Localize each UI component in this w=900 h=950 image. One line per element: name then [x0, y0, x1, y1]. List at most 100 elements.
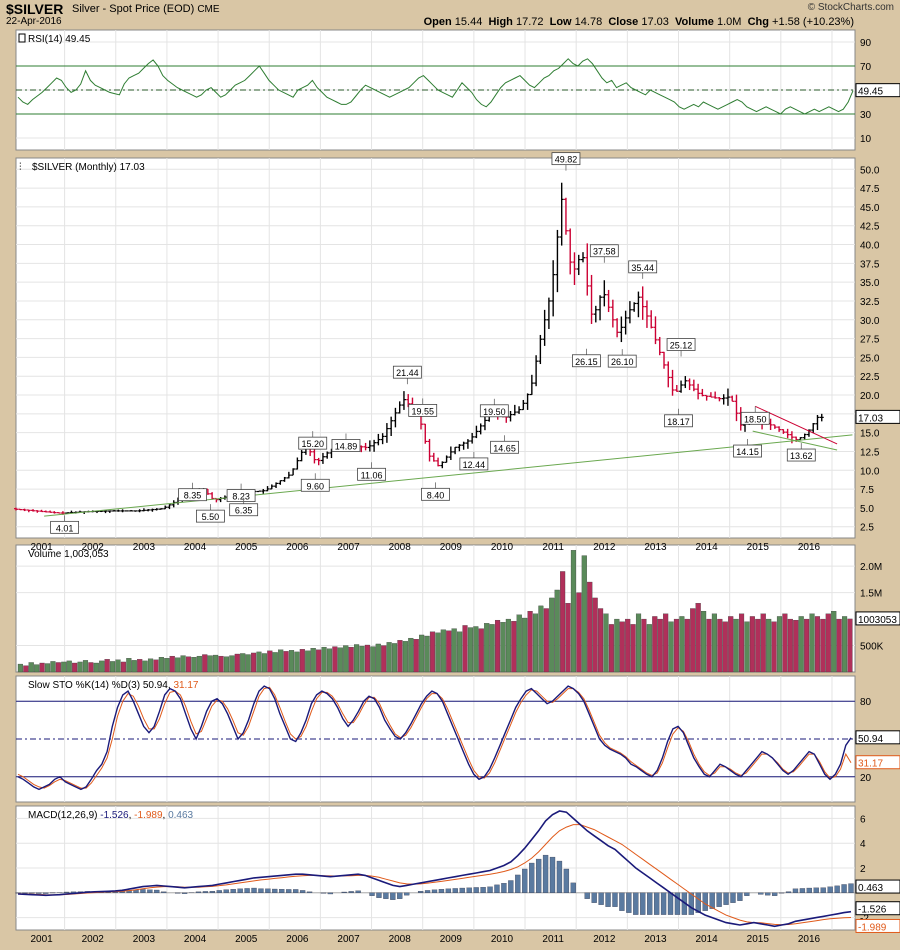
open-label: Open: [423, 16, 452, 28]
volume-bar: [511, 621, 517, 673]
macd-hist-bar: [598, 892, 604, 905]
volume-bar: [131, 660, 137, 673]
price-x-tick: 2012: [593, 542, 616, 553]
macd-line: [17, 810, 852, 928]
volume-bar: [749, 616, 755, 673]
rsi-line: [17, 58, 854, 115]
sto-k-value: 50.94: [143, 680, 168, 691]
price-y-tick: 32.5: [860, 297, 880, 308]
price-y-tick: 12.5: [860, 447, 880, 458]
annotation-box: [786, 448, 816, 462]
annotation-label: 9.60: [307, 481, 325, 491]
volume-bar: [771, 621, 777, 673]
price-y-tick: 10.0: [860, 466, 880, 477]
annotation-label: 49.82: [555, 155, 578, 165]
annotation-box: [666, 338, 696, 351]
volume-bar: [608, 624, 614, 673]
macd-x-tick: 2008: [389, 934, 412, 945]
volume-bar: [397, 640, 403, 673]
annotation-box: [298, 436, 328, 450]
volume-bar: [120, 661, 126, 673]
volume-bar: [332, 646, 338, 673]
macd-hist-bar: [473, 887, 479, 893]
macd-hist-bar: [771, 892, 778, 896]
macd-hist-bar: [445, 888, 452, 893]
annotation-label: 26.15: [575, 357, 598, 367]
volume-bar: [88, 662, 94, 673]
annotation-label: 15.20: [301, 439, 324, 449]
volume-bar: [267, 650, 273, 673]
macd-hist-bar: [605, 892, 611, 907]
macd-hist-bar: [223, 889, 229, 893]
volume-bar: [386, 642, 392, 673]
macd-x-tick: 2012: [593, 934, 616, 945]
volume-bar: [494, 619, 501, 673]
macd-hist-bar: [820, 887, 826, 893]
annotation-label: 11.06: [361, 470, 383, 480]
macd-title-text: MACD(12,26,9): [28, 810, 97, 821]
volume-bar: [798, 616, 804, 673]
annotation-box: [392, 365, 422, 379]
annotation-box: [178, 488, 207, 502]
macd-hist-bar: [584, 892, 590, 899]
macd-hist-bar: [286, 889, 292, 893]
volume-bar: [646, 624, 652, 673]
volume-bar: [641, 618, 647, 673]
macd-hist-bar: [306, 891, 313, 893]
volume-bar: [278, 649, 284, 673]
volume-bar: [782, 613, 788, 673]
price-panel: [15, 157, 856, 539]
volume-bar: [473, 626, 479, 673]
volume-bar: [614, 618, 620, 673]
macd-x-tick: 2013: [644, 934, 667, 945]
macd-hist-bar: [251, 887, 257, 893]
price-x-tick: 2011: [542, 542, 564, 553]
price-x-tick: 2014: [696, 542, 719, 553]
annotation-box: [740, 411, 770, 425]
macd-hist-bar: [355, 890, 361, 893]
volume-bar: [516, 614, 522, 673]
macd-hist-bar: [431, 889, 438, 893]
price-last-value-box: [855, 409, 900, 424]
macd-hist-bar: [591, 892, 597, 903]
sto-title: Slow STO %K(14) %D(3) 50.94, 31.17: [28, 680, 199, 691]
price-y-tick: 50.0: [860, 165, 880, 176]
annotation-label: 8.40: [427, 490, 445, 500]
volume-bar: [565, 603, 571, 673]
volume-bar: [34, 664, 40, 673]
sto-d-last: 31.17: [858, 759, 883, 770]
price-x-tick: 2001: [30, 542, 53, 553]
macd-hist-bar: [640, 892, 646, 915]
volume-bar: [424, 635, 430, 673]
volume-bar: [603, 613, 609, 673]
macd-hist-bar: [175, 892, 181, 894]
volume-bar: [185, 656, 192, 673]
chg-label: Chg: [747, 16, 769, 28]
volume-bar: [679, 616, 685, 673]
volume-bar: [115, 659, 121, 673]
annotation-box: [226, 489, 256, 502]
volume-bar: [99, 660, 105, 673]
volume-bar: [760, 613, 766, 673]
sto-title-text: Slow STO %K(14) %D(3): [28, 680, 143, 691]
macd-hist-bar: [758, 892, 764, 895]
sto-panel: [15, 675, 856, 803]
chart-header: $SILVER Silver - Spot Price (EOD) CME 22…: [0, 0, 900, 30]
annotation-label: 5.50: [202, 512, 220, 522]
vol-title: Volume 1,003,053: [28, 549, 109, 560]
macd-y-tick: 4: [860, 839, 866, 850]
price-y-tick: 7.5: [860, 485, 874, 496]
macd-hist-bar: [216, 890, 222, 893]
annotation-label: 21.44: [396, 368, 419, 378]
volume-bar: [836, 618, 842, 673]
volume-bar: [66, 660, 72, 673]
volume-bar: [364, 644, 370, 673]
macd-hist-bar: [806, 887, 812, 893]
macd-x-tick: 2003: [133, 934, 156, 945]
macd-value: -1.526: [100, 810, 129, 821]
volume-bar: [137, 659, 143, 673]
volume-bar: [446, 630, 452, 673]
sto-k-last-box: [855, 730, 900, 745]
macd-x-tick: 2011: [542, 934, 564, 945]
